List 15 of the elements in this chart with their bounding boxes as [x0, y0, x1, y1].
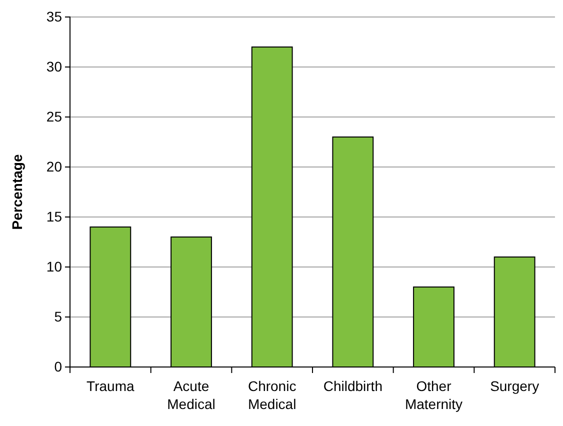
y-tick-label: 35: [46, 8, 62, 24]
x-tick-label: Other Maternity: [404, 378, 463, 412]
x-tick-label: Chronic Medical: [248, 378, 296, 412]
x-tick-label: Childbirth: [323, 378, 382, 394]
x-tick-label: Trauma: [86, 378, 134, 394]
x-tick-label: Acute Medical: [167, 378, 216, 412]
y-tick-label: 25: [46, 108, 62, 124]
y-tick-label: 5: [54, 308, 62, 324]
x-tick-label: Surgery: [490, 378, 540, 394]
y-axis-title: Percentage: [9, 154, 25, 230]
y-tick-label: 15: [46, 208, 62, 224]
y-tick-label: 20: [46, 158, 62, 174]
y-tick-label: 10: [46, 258, 62, 274]
y-tick-label: 0: [54, 358, 62, 374]
y-tick-label: 30: [46, 58, 62, 74]
